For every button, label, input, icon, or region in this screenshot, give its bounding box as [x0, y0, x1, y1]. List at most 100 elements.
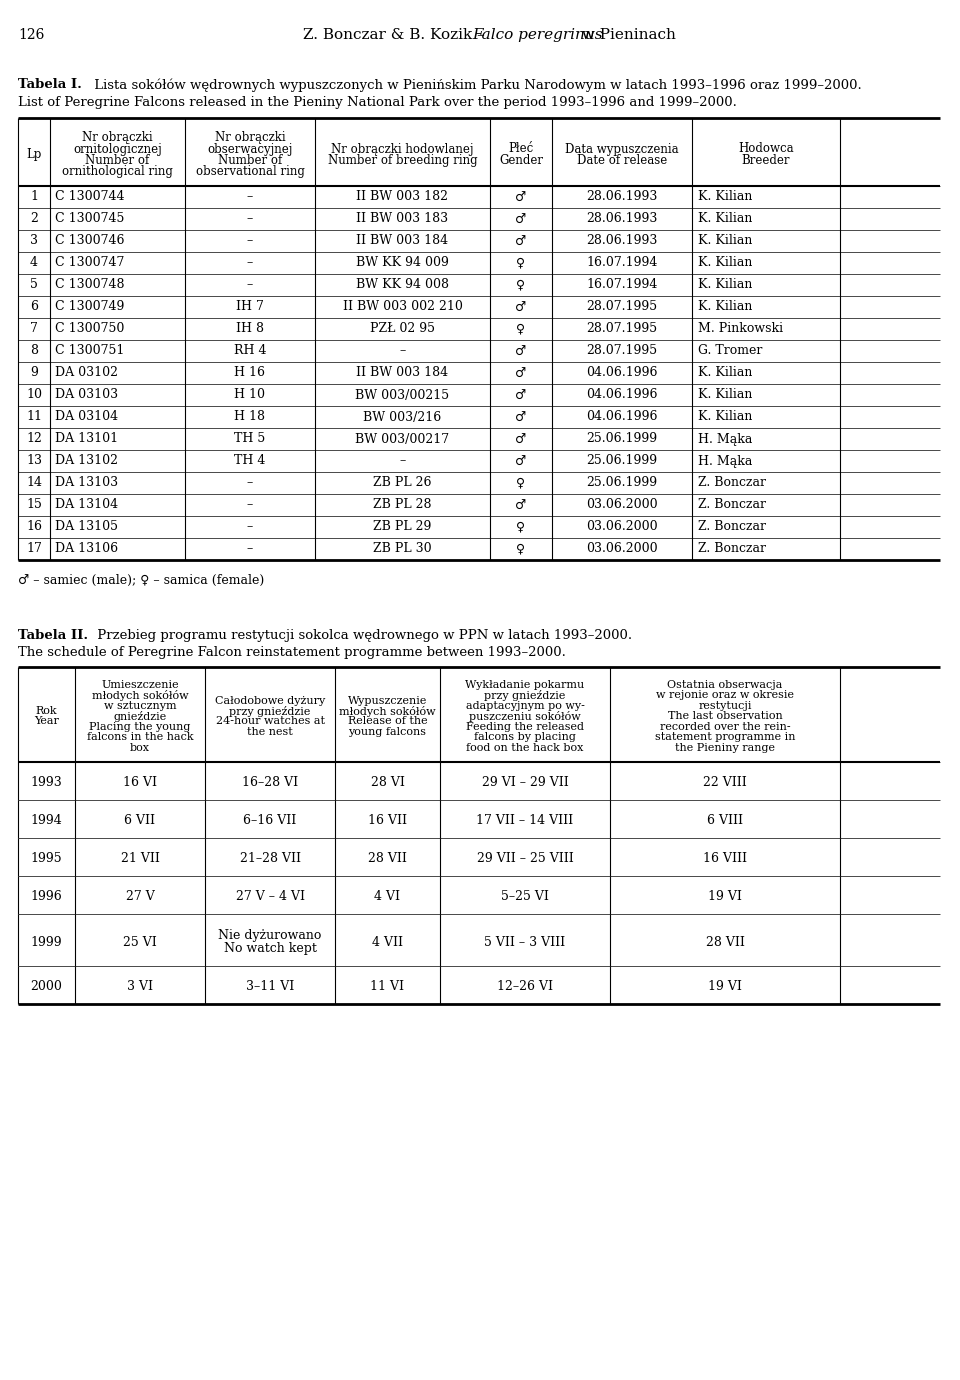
Text: 5–25 VI: 5–25 VI: [501, 890, 549, 904]
Text: M. Pinkowski: M. Pinkowski: [698, 323, 783, 335]
Text: Z. Bonczar & B. Kozik –: Z. Bonczar & B. Kozik –: [303, 28, 490, 41]
Text: puszczeniu sokółów: puszczeniu sokółów: [469, 711, 581, 722]
Text: Number of breeding ring: Number of breeding ring: [327, 155, 477, 167]
Text: The last observation: The last observation: [667, 711, 782, 722]
Text: 04.06.1996: 04.06.1996: [587, 367, 658, 380]
Text: ZB PL 26: ZB PL 26: [373, 476, 432, 490]
Text: 22 VIII: 22 VIII: [703, 777, 747, 789]
Text: TH 5: TH 5: [234, 432, 266, 446]
Text: DA 03102: DA 03102: [55, 367, 118, 380]
Text: The schedule of Peregrine Falcon reinstatement programme between 1993–2000.: The schedule of Peregrine Falcon reinsta…: [18, 646, 565, 660]
Text: w sztucznym: w sztucznym: [104, 701, 177, 711]
Text: 03.06.2000: 03.06.2000: [587, 542, 658, 556]
Text: ZB PL 28: ZB PL 28: [373, 498, 432, 512]
Text: K. Kilian: K. Kilian: [698, 410, 753, 424]
Text: obserwacyjnej: obserwacyjnej: [207, 142, 293, 156]
Text: K. Kilian: K. Kilian: [698, 235, 753, 247]
Text: food on the hack box: food on the hack box: [467, 742, 584, 752]
Text: ♂: ♂: [516, 345, 527, 357]
Text: 03.06.2000: 03.06.2000: [587, 520, 658, 534]
Text: K. Kilian: K. Kilian: [698, 301, 753, 313]
Text: 5 VII – 3 VIII: 5 VII – 3 VIII: [485, 936, 565, 948]
Text: ♀: ♀: [516, 323, 525, 335]
Text: 16 VI: 16 VI: [123, 777, 157, 789]
Text: –: –: [247, 520, 253, 534]
Text: Płeć: Płeć: [509, 142, 534, 156]
Text: Nie dyżurowano: Nie dyżurowano: [218, 929, 322, 943]
Text: Gender: Gender: [499, 155, 543, 167]
Text: ornitologicznej: ornitologicznej: [73, 142, 162, 156]
Text: Placing the young: Placing the young: [89, 722, 191, 731]
Text: K. Kilian: K. Kilian: [698, 279, 753, 291]
Text: –: –: [247, 476, 253, 490]
Text: H. Mąka: H. Mąka: [698, 454, 753, 468]
Text: przy gnieździe: przy gnieździe: [484, 690, 565, 701]
Text: ♂: ♂: [516, 498, 527, 512]
Text: K. Kilian: K. Kilian: [698, 389, 753, 402]
Text: 1995: 1995: [31, 853, 62, 865]
Text: BW KK 94 009: BW KK 94 009: [356, 257, 449, 269]
Text: Breeder: Breeder: [742, 155, 790, 167]
Text: falcons by placing: falcons by placing: [474, 733, 576, 742]
Text: ♀: ♀: [516, 520, 525, 534]
Text: 10: 10: [26, 389, 42, 402]
Text: II BW 003 184: II BW 003 184: [356, 235, 448, 247]
Text: Z. Bonczar: Z. Bonczar: [698, 520, 766, 534]
Text: 24-hour watches at: 24-hour watches at: [215, 716, 324, 726]
Text: 28 VII: 28 VII: [368, 853, 407, 865]
Text: II BW 003 184: II BW 003 184: [356, 367, 448, 380]
Text: ornithological ring: ornithological ring: [62, 166, 173, 178]
Text: 28 VI: 28 VI: [371, 777, 404, 789]
Text: K. Kilian: K. Kilian: [698, 190, 753, 203]
Text: 28.06.1993: 28.06.1993: [587, 190, 658, 203]
Text: observational ring: observational ring: [196, 166, 304, 178]
Text: ♀: ♀: [516, 476, 525, 490]
Text: recorded over the rein-: recorded over the rein-: [660, 722, 790, 731]
Text: młodych sokółów: młodych sokółów: [92, 690, 188, 701]
Text: H 10: H 10: [234, 389, 266, 402]
Text: box: box: [130, 742, 150, 752]
Text: K. Kilian: K. Kilian: [698, 213, 753, 225]
Text: ♀: ♀: [516, 257, 525, 269]
Text: young falcons: young falcons: [348, 727, 426, 737]
Text: Wypuszczenie: Wypuszczenie: [348, 696, 427, 705]
Text: Całodobowe dyżury: Całodobowe dyżury: [215, 696, 325, 705]
Text: II BW 003 183: II BW 003 183: [356, 213, 448, 225]
Text: DA 13105: DA 13105: [55, 520, 118, 534]
Text: 3 VI: 3 VI: [127, 981, 153, 994]
Text: PZŁ 02 95: PZŁ 02 95: [370, 323, 435, 335]
Text: 2000: 2000: [31, 981, 62, 994]
Text: 16: 16: [26, 520, 42, 534]
Text: 03.06.2000: 03.06.2000: [587, 498, 658, 512]
Text: Przebieg programu restytucji sokolca wędrownego w PPN w latach 1993–2000.: Przebieg programu restytucji sokolca węd…: [93, 629, 632, 642]
Text: Hodowca: Hodowca: [738, 142, 794, 156]
Text: BW 003/00217: BW 003/00217: [355, 432, 449, 446]
Text: –: –: [247, 542, 253, 556]
Text: ♂: ♂: [516, 213, 527, 225]
Text: Z. Bonczar: Z. Bonczar: [698, 476, 766, 490]
Text: Nr obrączki: Nr obrączki: [215, 131, 285, 144]
Text: BW 003/00215: BW 003/00215: [355, 389, 449, 402]
Text: restytucji: restytucji: [698, 701, 752, 711]
Text: 25.06.1999: 25.06.1999: [587, 454, 658, 468]
Text: 29 VI – 29 VII: 29 VI – 29 VII: [482, 777, 568, 789]
Text: 17: 17: [26, 542, 42, 556]
Text: 16 VII: 16 VII: [368, 814, 407, 828]
Text: C 1300751: C 1300751: [55, 345, 125, 357]
Text: –: –: [247, 279, 253, 291]
Text: 17 VII – 14 VIII: 17 VII – 14 VIII: [476, 814, 573, 828]
Text: 12: 12: [26, 432, 42, 446]
Text: H 16: H 16: [234, 367, 266, 380]
Text: TH 4: TH 4: [234, 454, 266, 468]
Text: Tabela I.: Tabela I.: [18, 79, 82, 91]
Text: H. Mąka: H. Mąka: [698, 432, 753, 446]
Text: 16–28 VI: 16–28 VI: [242, 777, 298, 789]
Text: Feeding the released: Feeding the released: [466, 722, 584, 731]
Text: ♂: ♂: [516, 389, 527, 402]
Text: młodych sokółów: młodych sokółów: [339, 707, 436, 718]
Text: 6: 6: [30, 301, 38, 313]
Text: C 1300747: C 1300747: [55, 257, 125, 269]
Text: 27 V: 27 V: [126, 890, 155, 904]
Text: List of Peregrine Falcons released in the Pieniny National Park over the period : List of Peregrine Falcons released in th…: [18, 97, 737, 109]
Text: 19 VI: 19 VI: [708, 890, 742, 904]
